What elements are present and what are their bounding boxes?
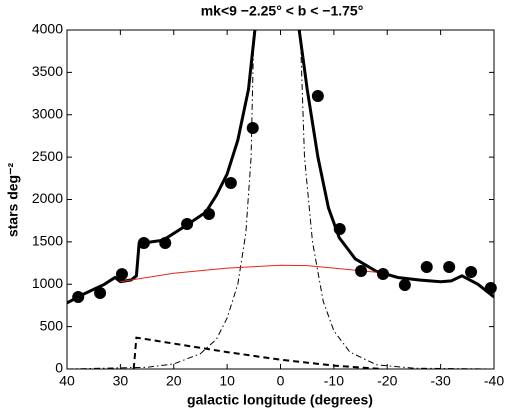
data-point bbox=[376, 267, 389, 280]
data-point bbox=[246, 121, 259, 134]
x-axis-label: galactic longitude (degrees) bbox=[187, 392, 373, 408]
data-point bbox=[420, 260, 433, 273]
data-point bbox=[443, 260, 456, 273]
data-point bbox=[398, 279, 411, 292]
data-point bbox=[115, 268, 128, 281]
data-point bbox=[202, 207, 215, 220]
data-point bbox=[159, 236, 172, 249]
y-tick-label: 4000 bbox=[32, 21, 63, 37]
chart-title: mk<9 −2.25° < b < −1.75° bbox=[201, 3, 364, 19]
x-tick-label: 40 bbox=[59, 373, 75, 389]
data-point bbox=[181, 217, 194, 230]
plot-frame bbox=[66, 29, 495, 370]
data-point bbox=[311, 90, 324, 103]
data-point bbox=[94, 286, 107, 299]
y-axis-label: stars deg⁻² bbox=[5, 163, 21, 238]
data-point bbox=[137, 236, 150, 249]
line-series bbox=[132, 336, 382, 369]
y-tick-label: 2500 bbox=[32, 148, 63, 164]
line-series bbox=[120, 264, 388, 283]
y-tick-label: 1000 bbox=[32, 275, 63, 291]
data-point bbox=[333, 222, 346, 235]
x-tick-label: 0 bbox=[277, 373, 285, 389]
x-tick-label: 30 bbox=[113, 373, 129, 389]
y-tick-label: 500 bbox=[40, 317, 64, 333]
x-tick-label: -30 bbox=[431, 373, 451, 389]
x-tick-label: -10 bbox=[324, 373, 344, 389]
x-tick-label: 20 bbox=[166, 373, 182, 389]
x-tick-label: 10 bbox=[219, 373, 235, 389]
x-tick-label: -40 bbox=[484, 373, 504, 389]
data-point bbox=[72, 290, 85, 303]
x-tick-label: -20 bbox=[377, 373, 397, 389]
y-tick-label: 1500 bbox=[32, 233, 63, 249]
data-point bbox=[224, 176, 237, 189]
y-tick-label: 3000 bbox=[32, 105, 63, 121]
data-point bbox=[355, 265, 368, 278]
y-tick-label: 2000 bbox=[32, 190, 63, 206]
data-point bbox=[484, 281, 497, 294]
y-tick-label: 3500 bbox=[32, 63, 63, 79]
y-tick-label: 0 bbox=[55, 360, 63, 376]
data-point bbox=[465, 265, 478, 278]
line-series bbox=[67, 30, 494, 369]
